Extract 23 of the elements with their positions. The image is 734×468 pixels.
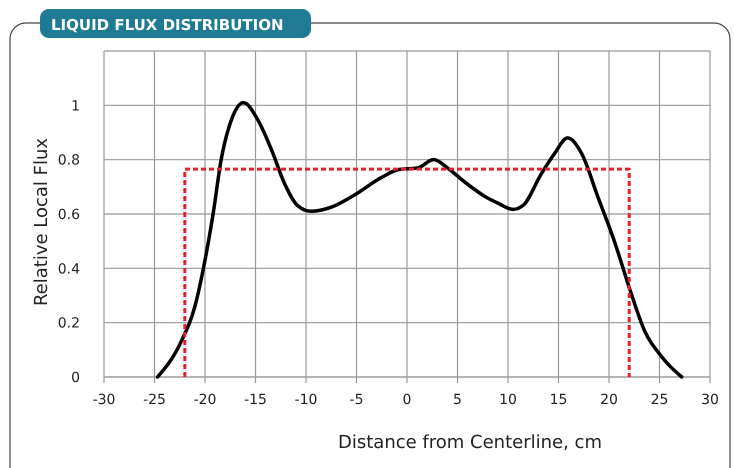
y-tick-label: 0.4: [58, 261, 80, 278]
x-tick-label: -25: [143, 392, 166, 408]
x-tick-label: 25: [650, 392, 668, 408]
x-tick-label: -15: [244, 392, 267, 408]
x-tick-label: 20: [600, 392, 618, 408]
x-axis-title: Distance from Centerline, cm: [338, 432, 602, 453]
x-tick-label: 15: [550, 392, 568, 408]
y-tick-label: 0.2: [58, 316, 80, 332]
y-tick-label: 1: [71, 98, 80, 114]
x-tick-label: -20: [194, 392, 216, 408]
y-tick-label: 0.8: [58, 152, 80, 169]
chart-title: LIQUID FLUX DISTRIBUTION: [51, 16, 284, 34]
x-tick-label: 0: [402, 392, 412, 408]
x-tick-label: 30: [701, 392, 719, 408]
x-tick-label: -5: [350, 392, 364, 408]
x-tick-label: 10: [499, 392, 517, 408]
y-tick-label: 0.6: [58, 207, 80, 223]
y-tick-label: 0: [71, 370, 80, 386]
line-series: [156, 100, 684, 379]
x-tick-label: -30: [92, 392, 116, 408]
x-tick-label: -10: [294, 392, 318, 408]
y-axis-title: Relative Local Flux: [31, 138, 52, 306]
x-tick-label: 5: [453, 392, 462, 408]
